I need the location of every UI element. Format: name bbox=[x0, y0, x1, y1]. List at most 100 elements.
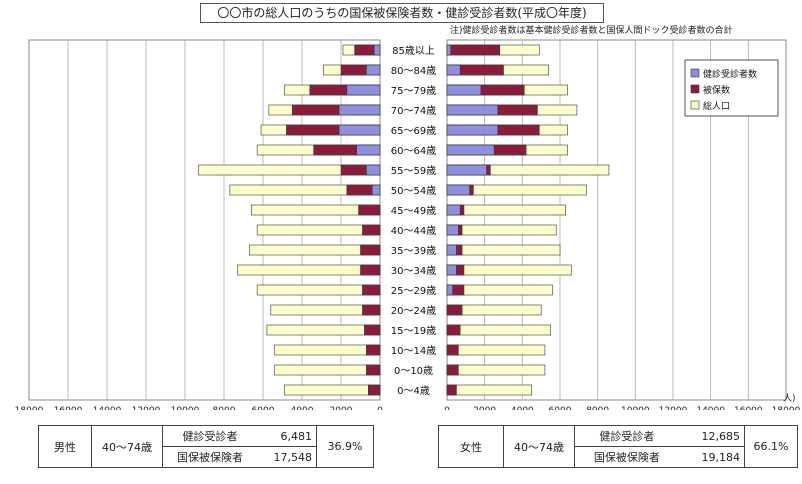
female-examinees-label: 健診受診者 bbox=[573, 425, 679, 447]
female-examinees-bar bbox=[446, 144, 495, 156]
female-examinees-bar bbox=[446, 284, 453, 296]
x-tick-label: 10000 bbox=[171, 406, 200, 410]
chart-title: 〇〇市の総人口のうちの国保被保険者数・健診受診者数(平成〇年度) bbox=[200, 3, 604, 23]
age-category-label: 65～69歳 bbox=[391, 125, 436, 137]
male-examinees-bar bbox=[371, 184, 381, 196]
age-category-label: 30～34歳 bbox=[391, 265, 436, 277]
legend-swatch-insured bbox=[690, 84, 700, 94]
age-category-label: 70～74歳 bbox=[391, 105, 436, 117]
legend-label-population: 総人口 bbox=[703, 100, 730, 112]
age-category-label: 50～54歳 bbox=[391, 185, 436, 197]
x-tick-label: 18000 bbox=[772, 406, 801, 410]
male-insured-bar bbox=[358, 204, 381, 216]
x-tick-label: 18000 bbox=[15, 406, 44, 410]
age-category-label: 15～19歳 bbox=[391, 325, 436, 337]
x-tick-label: 0 bbox=[444, 406, 450, 410]
legend-swatch-population bbox=[690, 100, 700, 110]
male-examinees-bar bbox=[356, 144, 381, 156]
female-examinees-value: 12,685 bbox=[678, 425, 745, 447]
population-pyramid-chart: 18000 16000 14000 12000 10000 8000 6000 4000 200… bbox=[15, 39, 801, 410]
left-plot-area bbox=[28, 39, 381, 401]
male-sex-label: 男性 bbox=[38, 425, 92, 468]
female-examinees-bar bbox=[446, 44, 452, 56]
female-age-label: 40～74歳 bbox=[503, 425, 575, 468]
female-insured-bar bbox=[446, 324, 461, 336]
male-insured-label: 国保被保険者 bbox=[161, 446, 257, 468]
age-category-label: 10～14歳 bbox=[391, 345, 436, 357]
male-insured-bar bbox=[362, 304, 381, 316]
chart-note: 注)健診受診者数は基本健診受診者数と国保人間ドック受診者数の合計 bbox=[450, 26, 733, 36]
female-examinees-bar bbox=[446, 184, 470, 196]
female-examinees-bar bbox=[446, 244, 457, 256]
female-insured-bar bbox=[446, 304, 463, 316]
male-population-bar bbox=[256, 224, 381, 236]
male-insured-bar bbox=[360, 244, 381, 256]
female-summary-table: 女性 40～74歳 健診受診者 12,685 66.1% 国保被保険者 19,1… bbox=[438, 425, 798, 468]
age-category-label: 85歳以上 bbox=[392, 45, 435, 57]
legend-label-examinees: 健診受診者数 bbox=[703, 68, 757, 80]
male-population-bar bbox=[284, 384, 381, 396]
female-examinees-bar bbox=[446, 224, 459, 236]
female-examinees-bar bbox=[446, 124, 499, 136]
male-population-bar bbox=[237, 264, 381, 276]
x-tick-label: 14000 bbox=[696, 406, 725, 410]
legend-label-insured: 被保数 bbox=[703, 84, 730, 96]
age-category-label: 55～59歳 bbox=[391, 165, 436, 177]
female-insured-bar bbox=[446, 344, 459, 356]
male-population-bar bbox=[266, 324, 381, 336]
age-category-label: 45～49歳 bbox=[391, 205, 436, 217]
male-examinees-bar bbox=[338, 124, 381, 136]
female-examinees-bar bbox=[446, 264, 457, 276]
age-category-label: 80～84歳 bbox=[391, 65, 436, 77]
x-tick-label: 12000 bbox=[132, 406, 161, 410]
x-tick-label: 2000 bbox=[473, 406, 496, 410]
male-population-bar bbox=[274, 344, 381, 356]
age-category-label: 60～64歳 bbox=[391, 145, 436, 157]
male-population-bar bbox=[256, 284, 381, 296]
x-tick-label: 4000 bbox=[291, 406, 314, 410]
male-insured-bar bbox=[362, 284, 381, 296]
x-tick-label: 16000 bbox=[54, 406, 83, 410]
male-examinees-bar bbox=[373, 44, 381, 56]
x-tick-label: 0 bbox=[377, 406, 383, 410]
female-rate: 66.1% bbox=[744, 425, 798, 468]
female-insured-value: 19,184 bbox=[678, 446, 745, 468]
female-insured-bar bbox=[446, 44, 501, 56]
x-tick-label: 2000 bbox=[330, 406, 353, 410]
male-insured-bar bbox=[366, 364, 381, 376]
x-tick-label: 6000 bbox=[252, 406, 275, 410]
x-tick-label: 8000 bbox=[213, 406, 236, 410]
male-examinees-value: 6,481 bbox=[256, 425, 317, 447]
age-category-label: 0～4歳 bbox=[397, 385, 430, 397]
male-summary-table: 男性 40～74歳 健診受診者 6,481 36.9% 国保被保険者 17,54… bbox=[38, 425, 374, 468]
x-tick-label: 6000 bbox=[549, 406, 572, 410]
male-rate: 36.9% bbox=[316, 425, 374, 468]
male-examinees-bar bbox=[366, 64, 381, 76]
female-insured-label: 国保被保険者 bbox=[573, 446, 679, 468]
female-population-bar bbox=[446, 204, 566, 216]
legend-box bbox=[684, 59, 779, 117]
female-population-bar bbox=[446, 324, 551, 336]
x-tick-label: 16000 bbox=[734, 406, 763, 410]
male-population-bar bbox=[274, 364, 381, 376]
male-examinees-label: 健診受診者 bbox=[161, 425, 257, 447]
female-population-bar bbox=[446, 264, 572, 276]
female-population-bar bbox=[446, 224, 557, 236]
female-population-bar bbox=[446, 364, 546, 376]
age-category-label: 40～44歳 bbox=[391, 225, 436, 237]
female-examinees-bar bbox=[446, 164, 487, 176]
age-category-label: 20～24歳 bbox=[391, 305, 436, 317]
female-insured-bar bbox=[446, 384, 457, 396]
male-insured-bar bbox=[360, 264, 381, 276]
legend-swatch-examinees bbox=[690, 68, 700, 78]
unit-label: 人) bbox=[783, 394, 796, 404]
age-category-label: 0～10歳 bbox=[394, 365, 433, 377]
female-insured-bar bbox=[446, 364, 459, 376]
female-population-bar bbox=[446, 384, 533, 396]
female-examinees-bar bbox=[446, 84, 482, 96]
x-tick-label: 8000 bbox=[586, 406, 609, 410]
age-category-label: 25～29歳 bbox=[391, 285, 436, 297]
female-population-bar bbox=[446, 244, 561, 256]
male-examinees-bar bbox=[346, 84, 381, 96]
x-tick-label: 14000 bbox=[93, 406, 122, 410]
